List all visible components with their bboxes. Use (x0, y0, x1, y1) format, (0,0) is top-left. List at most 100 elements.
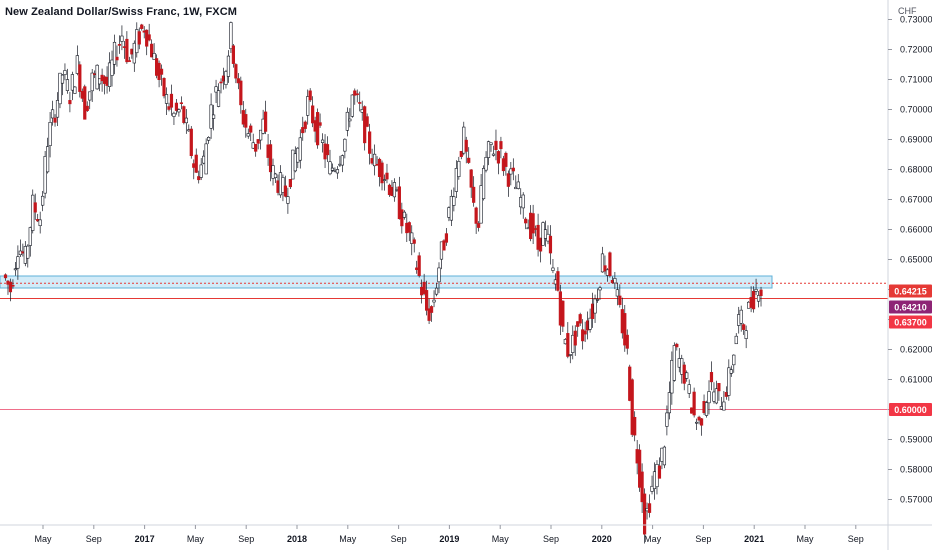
candle-down (657, 465, 662, 479)
candle-down (78, 64, 82, 92)
candle-up (432, 299, 436, 303)
candle-down (125, 38, 129, 63)
candle-up (328, 161, 332, 175)
time-tick-label: 2020 (592, 534, 612, 544)
candle-up (739, 309, 743, 324)
candle-up (246, 133, 250, 137)
candle-down (583, 330, 587, 335)
candle-up (707, 391, 711, 404)
candle-up (26, 245, 30, 259)
candle-up (486, 141, 491, 158)
price-tick-label: 0.61000 (900, 375, 932, 385)
candle-up (727, 367, 731, 396)
candle-down (496, 151, 501, 164)
candle-up (65, 79, 70, 91)
price-axis[interactable]: 0.57000 0.58000 0.59000 0.60000 0.61000 0.620… (887, 0, 932, 550)
candle-down (308, 90, 312, 101)
candle-down (504, 152, 508, 167)
candle-down (425, 290, 429, 311)
candle-up (199, 164, 203, 178)
candle-down (578, 314, 582, 324)
candle-down (459, 150, 463, 157)
candle-down (536, 224, 540, 250)
time-tick-label: 2021 (744, 534, 764, 544)
candle-down (511, 167, 515, 172)
candle-up (437, 267, 441, 283)
candle-up (98, 78, 102, 85)
candle-down (469, 169, 473, 188)
candle-down (189, 128, 193, 156)
time-tick-label: Sep (238, 534, 254, 544)
price-tick-label: 0.59000 (900, 435, 932, 445)
candle-down (623, 313, 627, 346)
candle-up (588, 317, 592, 330)
candle-up (95, 64, 99, 90)
candle-up (177, 109, 181, 113)
price-tick-label: 0.69000 (900, 135, 932, 145)
candle-up (343, 138, 347, 152)
candle-down (115, 56, 119, 61)
candle-down (576, 321, 580, 327)
candle-down (464, 139, 468, 152)
price-tag-0.63700: 0.63700 (894, 317, 927, 327)
candle-up (410, 232, 414, 244)
price-tick-label: 0.73000 (900, 15, 932, 25)
candle-down (499, 141, 503, 150)
candle-up (457, 161, 461, 177)
candle-down (197, 176, 201, 181)
candle-down (8, 281, 13, 293)
candle-down (162, 78, 166, 97)
candle-down (625, 334, 629, 349)
candle-up (521, 194, 525, 209)
candle-up (259, 129, 263, 141)
plot-area[interactable] (0, 21, 888, 544)
candle-up (164, 94, 169, 104)
price-tick-label: 0.68000 (900, 165, 932, 175)
candle-up (704, 402, 709, 416)
candle-down (759, 289, 763, 296)
time-axis[interactable]: May Sep 2017 May Sep 2018 May Sep 2019 May Sep 2020… (0, 524, 932, 544)
candle-down (630, 379, 634, 435)
candle-up (335, 169, 340, 174)
candle-down (429, 306, 434, 313)
candle-down (422, 281, 426, 294)
candle-up (434, 287, 439, 295)
candle-down (608, 252, 612, 277)
candle-up (273, 173, 278, 178)
candle-down (219, 81, 223, 84)
candle-down (742, 324, 746, 330)
candle-up (132, 42, 136, 64)
candle-up (112, 41, 117, 65)
candle-up (667, 392, 671, 414)
candle-up (63, 70, 67, 75)
candle-up (340, 155, 344, 166)
candle-up (13, 268, 18, 271)
candle-up (345, 111, 349, 131)
candle-down (472, 186, 476, 203)
candle-down (318, 122, 322, 126)
candle-up (600, 253, 605, 273)
candle-up (48, 122, 52, 147)
candle-down (239, 80, 243, 106)
candle-down (249, 125, 253, 133)
candle-down (174, 102, 179, 111)
resistance-zone (0, 275, 773, 289)
candle-up (350, 94, 354, 117)
candle-up (211, 114, 216, 119)
candle-up (479, 185, 483, 224)
candle-up (734, 335, 738, 345)
candle-up (298, 137, 302, 161)
candle-down (311, 105, 315, 124)
time-tick-label: Sep (695, 534, 711, 544)
price-tick-label: 0.66000 (900, 225, 932, 235)
candle-up (695, 421, 699, 424)
time-tick-label: May (796, 534, 814, 544)
price-tick-label: 0.58000 (900, 465, 932, 475)
candle-up (662, 446, 667, 466)
candle-up (70, 74, 74, 91)
candle-up (615, 289, 619, 297)
candle-up (372, 153, 377, 167)
candle-down (353, 90, 357, 96)
candle-up (152, 53, 156, 60)
